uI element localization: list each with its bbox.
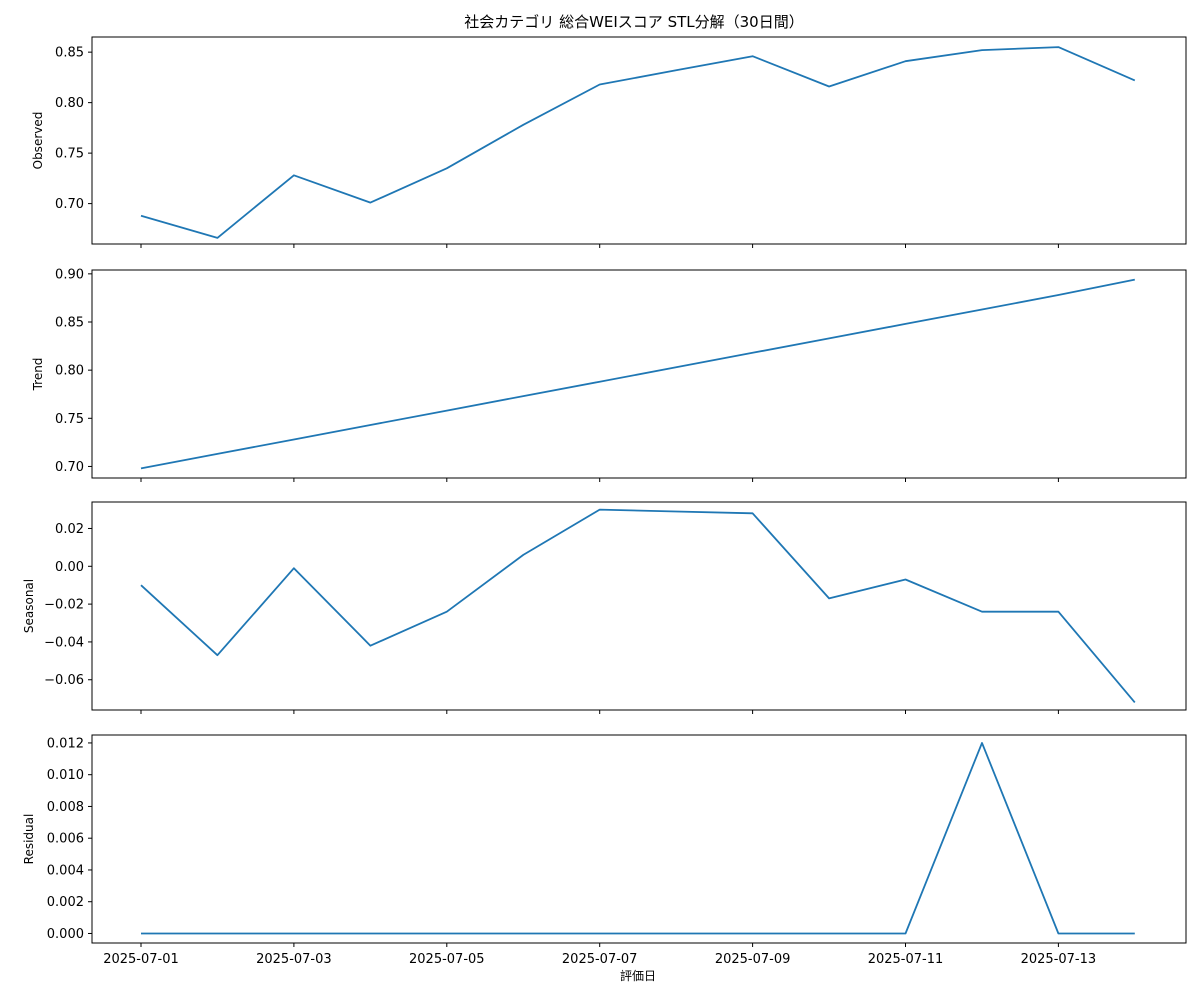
x-tick-label: 2025-07-01 (103, 952, 179, 967)
x-axis-label: 評価日 (620, 968, 656, 983)
residual-y-tick-label: 0.002 (47, 895, 84, 910)
residual-y-tick-label: 0.008 (47, 800, 84, 815)
panel-seasonal: 0.02 0.00 −0.02 −0.04 −0.06 Seasonal (22, 501, 1187, 714)
residual-y-axis-label: Residual (22, 814, 36, 865)
seasonal-y-tick-label: 0.00 (55, 560, 84, 575)
residual-y-tick-label: 0.012 (47, 736, 84, 751)
trend-y-tick-label: 0.80 (55, 364, 84, 379)
x-tick-label: 2025-07-13 (1021, 952, 1097, 967)
observed-y-axis-label: Observed (31, 112, 45, 170)
seasonal-y-axis-label: Seasonal (22, 579, 36, 633)
residual-y-tick-label: 0.006 (47, 832, 84, 847)
panel-residual: 0.012 0.010 0.008 0.006 0.004 0.002 0.000 Resid… (22, 734, 1187, 947)
seasonal-axes-frame (91, 501, 1187, 711)
trend-y-tick-label: 0.85 (55, 316, 84, 331)
residual-y-tick-label: 0.000 (47, 927, 84, 942)
observed-y-tick-label: 0.70 (55, 197, 84, 212)
observed-y-tick-label: 0.80 (55, 96, 84, 111)
x-tick-label: 2025-07-03 (256, 952, 332, 967)
residual-series-line (141, 742, 1135, 935)
x-tick-label: 2025-07-09 (715, 952, 791, 967)
trend-y-tick-label: 0.90 (55, 267, 84, 282)
x-tick-label: 2025-07-11 (868, 952, 944, 967)
seasonal-series-line (140, 508, 1136, 703)
observed-y-tick-label: 0.85 (55, 46, 84, 61)
seasonal-y-tick-label: 0.02 (55, 522, 84, 537)
panel-trend: 0.70 0.75 0.80 0.85 0.90 Trend (31, 267, 1187, 482)
residual-y-tick-label: 0.010 (47, 768, 84, 783)
seasonal-y-tick-label: −0.02 (44, 598, 84, 613)
residual-axes-frame (91, 734, 1187, 944)
observed-axes-frame (91, 36, 1187, 245)
residual-y-tick-label: 0.004 (47, 863, 84, 878)
trend-series-line (140, 278, 1135, 470)
trend-y-tick-label: 0.70 (55, 460, 84, 475)
trend-y-tick-label: 0.75 (55, 412, 84, 427)
seasonal-y-tick-label: −0.04 (44, 635, 84, 650)
trend-y-axis-label: Trend (31, 358, 45, 392)
observed-series-line (140, 46, 1136, 239)
observed-y-tick-label: 0.75 (55, 147, 84, 162)
panel-observed: 0.70 0.75 0.80 0.85 Observed (31, 36, 1187, 248)
chart-title: 社会カテゴリ 総合WEIスコア STL分解（30日間） (464, 13, 803, 31)
x-tick-label: 2025-07-05 (409, 952, 485, 967)
seasonal-y-tick-label: −0.06 (44, 673, 84, 688)
x-tick-label: 2025-07-07 (562, 952, 638, 967)
trend-axes-frame (91, 269, 1187, 479)
